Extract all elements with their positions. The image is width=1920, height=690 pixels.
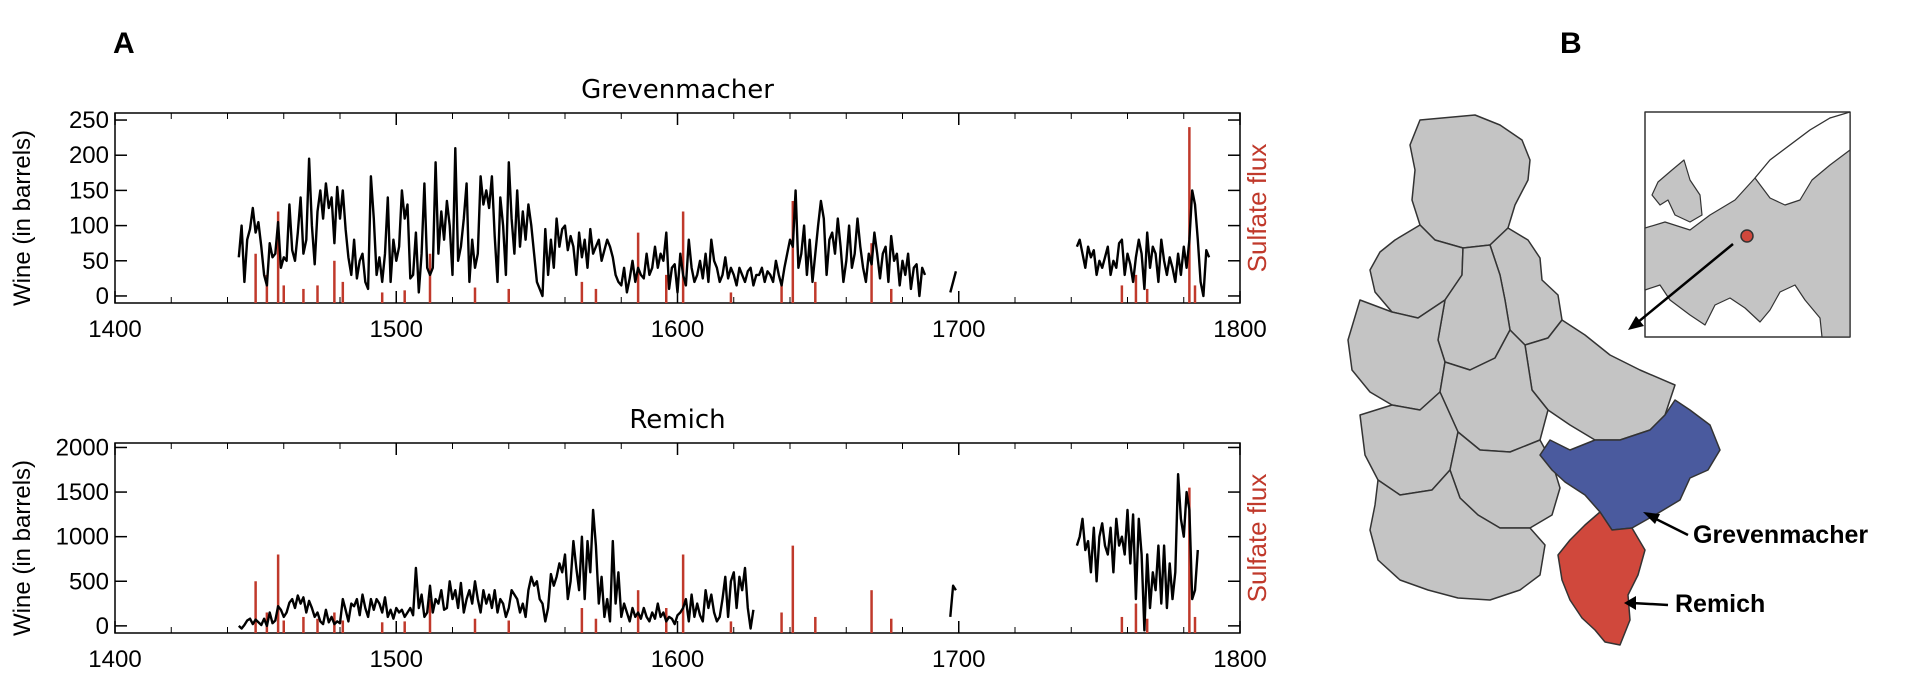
map-region-clervaux — [1409, 114, 1531, 249]
inset-landmass-britain — [1651, 159, 1703, 223]
x-tick-label: 1800 — [1213, 646, 1266, 673]
map-label-remich: Remich — [1675, 590, 1765, 618]
y-tick-label: 2000 — [56, 434, 109, 461]
y-tick-label: 250 — [69, 107, 109, 134]
y2-axis-label: Sulfate flux — [1242, 144, 1272, 273]
y-tick-label: 0 — [96, 613, 109, 640]
x-tick-label: 1500 — [370, 646, 423, 673]
plot-frame — [114, 442, 1241, 634]
wine-line-segment — [237, 508, 755, 630]
y-tick-label: 0 — [96, 283, 109, 310]
x-tick-label: 1400 — [88, 646, 141, 673]
x-tick-label: 1700 — [932, 316, 985, 343]
inset-pointer-line — [1631, 243, 1734, 328]
plot-frame — [114, 112, 1241, 304]
chart-title: Remich — [629, 405, 725, 435]
wine-line-segment — [1075, 189, 1211, 298]
wine-line-segment — [949, 584, 957, 618]
wine-line-segment — [237, 146, 927, 298]
wine-line-segment — [949, 270, 958, 293]
y-tick-label: 150 — [69, 177, 109, 204]
x-tick-label: 1400 — [88, 316, 141, 343]
y-tick-label: 1000 — [56, 524, 109, 551]
inset-pointer-arrowhead — [1628, 316, 1644, 330]
map-region-remich — [1557, 511, 1646, 646]
inset-location-marker — [1740, 229, 1754, 243]
y-tick-label: 500 — [69, 568, 109, 595]
y2-axis-label: Sulfate flux — [1242, 474, 1272, 603]
grevenmacher-pointer-arrowhead — [1643, 512, 1660, 524]
x-tick-label: 1600 — [651, 316, 704, 343]
chart-title: Grevenmacher — [581, 75, 774, 105]
y-axis-label: Wine (in barrels) — [9, 460, 36, 636]
x-tick-label: 1600 — [651, 646, 704, 673]
grevenmacher-wine-chart: 1400 1500 1600 1700 1800 0 50 100 150 200 250 Greve… — [9, 75, 1272, 343]
x-tick-label: 1500 — [370, 316, 423, 343]
luxembourg-map: Grevenmacher Remich — [1347, 111, 1868, 646]
sulfate-flux-series — [254, 127, 1197, 303]
y-tick-label: 200 — [69, 142, 109, 169]
map-region-echternach — [1524, 319, 1676, 441]
map-label-grevenmacher: Grevenmacher — [1693, 521, 1868, 549]
remich-pointer-arrowhead — [1624, 596, 1636, 610]
remich-pointer-line — [1631, 601, 1669, 607]
sulfate-flux-series — [254, 487, 1197, 633]
panel-letter-b: B — [1560, 27, 1582, 60]
y-tick-label: 50 — [82, 248, 109, 275]
map-region-grevenmacher — [1539, 399, 1721, 531]
y-tick-label: 100 — [69, 213, 109, 240]
x-tick-label: 1700 — [932, 646, 985, 673]
wine-series — [237, 146, 1211, 298]
wine-series — [237, 473, 1199, 632]
remich-wine-chart: 1400 1500 1600 1700 1800 0 500 1000 1500 2000 Remi… — [9, 405, 1272, 673]
map-region-redange — [1347, 299, 1446, 411]
y-tick-label: 1500 — [56, 479, 109, 506]
inset-landmass-scandinavia — [1754, 111, 1851, 206]
y-axis-label: Wine (in barrels) — [9, 130, 36, 306]
panel-letter-a: A — [113, 27, 135, 60]
x-tick-label: 1800 — [1213, 316, 1266, 343]
wine-line-segment — [1075, 473, 1199, 632]
map-region-esch — [1369, 469, 1546, 601]
